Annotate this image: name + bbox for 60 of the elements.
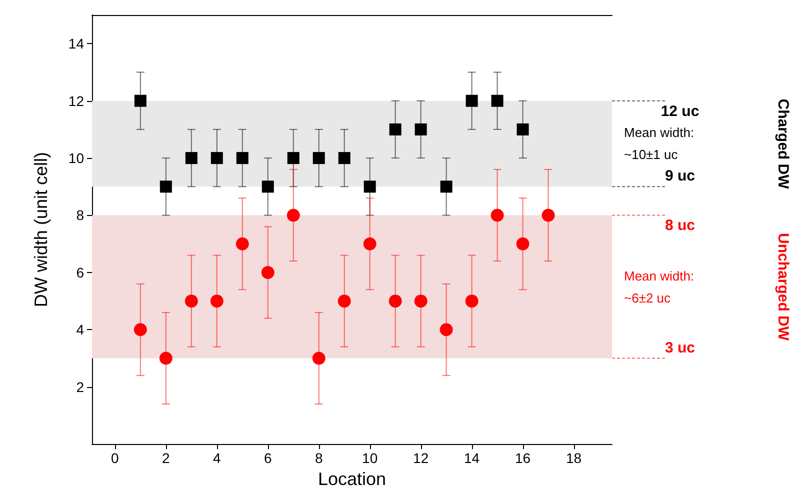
point bbox=[160, 180, 172, 193]
point bbox=[210, 294, 224, 308]
point bbox=[312, 352, 326, 365]
point bbox=[490, 208, 504, 222]
point bbox=[516, 123, 529, 136]
x-tick-label: 18 bbox=[566, 450, 582, 466]
y-tick-label: 2 bbox=[76, 378, 84, 395]
point bbox=[388, 294, 402, 308]
x-tick-label: 10 bbox=[362, 450, 378, 466]
point bbox=[364, 180, 376, 193]
x-tick-label: 0 bbox=[111, 450, 120, 466]
point bbox=[414, 294, 428, 308]
point bbox=[286, 208, 300, 222]
text: Charged DW bbox=[774, 98, 792, 190]
point bbox=[134, 323, 147, 336]
ref-line-label: 9 uc bbox=[664, 168, 696, 185]
x-tick-label: 4 bbox=[213, 450, 222, 466]
point bbox=[159, 352, 172, 365]
point bbox=[338, 152, 350, 164]
y-tick-label: 14 bbox=[68, 36, 84, 52]
x-tick-label: 12 bbox=[413, 450, 429, 466]
point bbox=[312, 152, 325, 164]
band-label: Mean width: ~6±2 uc bbox=[624, 268, 694, 306]
y-tick-label: 8 bbox=[76, 207, 84, 224]
point bbox=[262, 180, 274, 193]
y-tick-label: 6 bbox=[76, 264, 84, 280]
point bbox=[236, 237, 249, 250]
x-tick-label: 8 bbox=[314, 450, 323, 466]
point bbox=[261, 266, 274, 279]
point bbox=[185, 152, 198, 164]
point bbox=[414, 123, 427, 136]
point bbox=[236, 152, 248, 164]
point bbox=[363, 237, 376, 250]
x-tick-label: 14 bbox=[464, 450, 480, 466]
band-label: Mean width: ~10±1 uc bbox=[624, 125, 694, 162]
point bbox=[210, 152, 223, 164]
x-tick-label: 6 bbox=[264, 450, 272, 466]
ref-line-label: 12 uc bbox=[660, 102, 700, 120]
y-tick-label: 12 bbox=[68, 92, 84, 109]
ref-line-label: 3 uc bbox=[664, 339, 696, 356]
point bbox=[491, 94, 504, 107]
x-tick-label: 16 bbox=[514, 450, 531, 466]
point bbox=[338, 294, 351, 308]
point bbox=[516, 237, 530, 250]
point bbox=[542, 208, 555, 222]
point bbox=[440, 180, 452, 193]
text: Uncharged DW bbox=[774, 233, 792, 342]
point bbox=[466, 94, 478, 107]
y-axis-title: DW width (unit cell) bbox=[31, 152, 51, 308]
point bbox=[184, 294, 198, 308]
x-axis-title: Location bbox=[318, 469, 386, 489]
y-tick-label: 10 bbox=[68, 150, 84, 166]
x-tick-label: 2 bbox=[162, 450, 170, 466]
point bbox=[134, 94, 146, 107]
point bbox=[287, 152, 300, 164]
y-tick-label: 4 bbox=[76, 322, 84, 338]
point bbox=[465, 294, 478, 308]
ref-line-label: 8 uc bbox=[664, 217, 696, 234]
point bbox=[389, 123, 402, 136]
point bbox=[440, 323, 453, 336]
